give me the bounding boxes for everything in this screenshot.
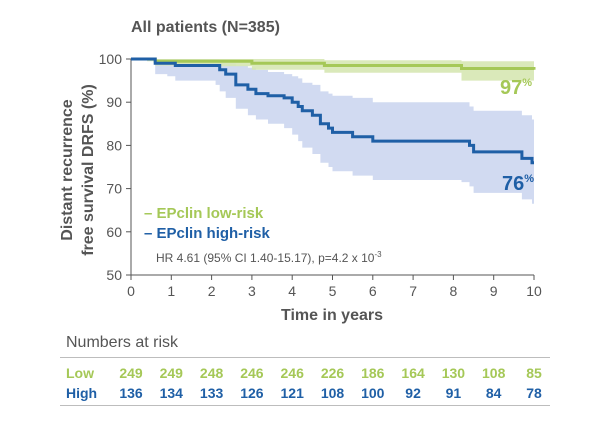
risk-cell-low: 226 [320, 365, 345, 381]
risk-cell-high: 100 [361, 385, 385, 401]
risk-cell-low: 248 [199, 365, 224, 381]
risk-cell-high: 91 [445, 385, 462, 401]
x-tick-label: 10 [526, 283, 542, 299]
risk-cell-low: 130 [441, 365, 466, 381]
risk-cell-high: 133 [199, 385, 224, 401]
risk-cell-high: 126 [240, 385, 264, 401]
risk-cell-high: 84 [485, 385, 502, 401]
risk-cell-low: 85 [526, 365, 542, 381]
risk-cell-low: 249 [119, 365, 143, 381]
risk-cell-high: 108 [320, 385, 345, 401]
risk-cell-high: 134 [159, 385, 183, 401]
km-survival-chart: All patients (N=385) 50 60 70 80 90 100 0 1 2 3 4 5… [59, 19, 542, 324]
survival-line-high-risk [131, 57, 534, 165]
legend-entry-low-risk: – EPclin low-risk [144, 205, 264, 222]
x-tick-label: 2 [208, 283, 216, 299]
x-axis-label: Time in years [281, 307, 383, 324]
risk-cell-low: 249 [159, 365, 183, 381]
y-axis-label-line1: Distant recurrence [59, 99, 76, 240]
x-tick-label: 5 [329, 283, 337, 299]
risk-cell-low: 246 [240, 365, 264, 381]
end-value-label-low-risk: 97% [500, 77, 532, 99]
y-axis-label-line2: free survival DRFS (%) [80, 84, 97, 256]
legend-entry-high-risk: – EPclin high-risk [144, 225, 271, 242]
y-tick-label: 70 [106, 181, 122, 197]
risk-cell-low: 108 [482, 365, 506, 381]
risk-row-label-high: High [66, 385, 98, 401]
y-tick-label: 80 [106, 137, 122, 153]
risk-table-title: Numbers at risk [66, 334, 179, 351]
risk-cell-high: 136 [119, 385, 143, 401]
risk-row-label-low: Low [66, 365, 94, 381]
risk-table-bottom-rule [60, 405, 550, 406]
risk-table-top-rule [60, 357, 550, 358]
risk-cell-high: 92 [405, 385, 421, 401]
y-tick-label: 50 [106, 267, 122, 283]
x-tick-label: 9 [490, 283, 498, 299]
x-tick-label: 7 [409, 283, 417, 299]
risk-cell-low: 164 [401, 365, 425, 381]
x-tick-label: 6 [369, 283, 377, 299]
x-tick-label: 3 [248, 283, 256, 299]
y-tick-label: 90 [106, 94, 122, 110]
risk-cell-high: 78 [526, 385, 542, 401]
risk-cell-high: 121 [280, 385, 304, 401]
x-tick-label: 0 [127, 283, 135, 299]
risk-cell-low: 246 [280, 365, 304, 381]
x-tick-label: 8 [450, 283, 458, 299]
x-tick-label: 4 [288, 283, 296, 299]
y-tick-label: 60 [106, 224, 122, 240]
y-tick-label: 100 [99, 51, 123, 67]
x-tick-label: 1 [167, 283, 175, 299]
risk-cell-low: 186 [361, 365, 385, 381]
hazard-ratio-annotation: HR 4.61 (95% CI 1.40-15.17), p=4.2 x 10-… [156, 250, 382, 265]
chart-title: All patients (N=385) [131, 19, 280, 36]
